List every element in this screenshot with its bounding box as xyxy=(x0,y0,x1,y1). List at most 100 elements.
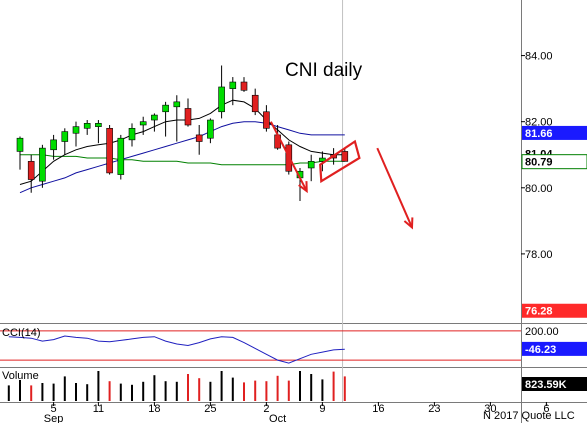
date-tick-label: 23 xyxy=(428,403,440,415)
cci-panel: 200.00 -46.23 xyxy=(0,326,587,364)
month-label: Sep xyxy=(44,413,64,423)
candle-body xyxy=(95,123,102,127)
candle-body xyxy=(263,111,270,129)
sma-long-line xyxy=(20,154,345,166)
price-tick-label: 78.00 xyxy=(525,249,553,261)
price-marker: 80.79 xyxy=(521,154,587,170)
date-axis: 5 11 18 25 2 9 16 23 30 6 Sep Oct xyxy=(44,402,549,423)
price-marker: 81.66 xyxy=(522,125,587,140)
candle-body xyxy=(229,81,237,89)
arrow-head xyxy=(403,217,414,230)
trend-annotations xyxy=(269,121,414,230)
candle xyxy=(218,65,225,119)
sma-short-line xyxy=(19,99,345,185)
price-marker-box xyxy=(522,125,587,140)
candle-body xyxy=(207,119,214,139)
candle-body xyxy=(341,151,349,162)
candle xyxy=(16,136,24,170)
price-marker: 76.28 xyxy=(522,303,587,318)
cci-tick-label: 200.00 xyxy=(525,326,559,338)
price-tick-label: 82.00 xyxy=(525,117,553,129)
date-tick-label: 30 xyxy=(484,403,496,415)
flag-channel xyxy=(319,139,361,184)
candle xyxy=(207,118,214,144)
cci-panel-label: CCI(14) xyxy=(2,327,41,339)
copyright-text: 2017 Quote LLC xyxy=(494,410,575,422)
sma-mid-line xyxy=(19,121,345,194)
candle-body xyxy=(72,126,80,134)
candle-body xyxy=(106,127,113,174)
candle xyxy=(162,101,169,137)
candle xyxy=(27,154,35,193)
price-marker-box xyxy=(522,303,587,318)
date-tick-label: 16 xyxy=(372,403,384,415)
candle-body xyxy=(83,123,91,129)
arrow-head xyxy=(298,181,308,194)
candle xyxy=(39,144,46,188)
candle-body xyxy=(251,94,259,113)
date-tick-label: 2 xyxy=(263,403,269,415)
candle-body xyxy=(184,108,192,126)
candle-body xyxy=(128,127,136,141)
candle xyxy=(173,95,181,142)
price-marker-label: 76.28 xyxy=(525,306,553,318)
candle-body xyxy=(61,131,69,142)
candle xyxy=(128,123,136,147)
date-tick-label: 25 xyxy=(204,403,216,415)
volume-panel-label: Volume xyxy=(2,370,39,382)
candle xyxy=(50,134,57,160)
candle xyxy=(117,134,125,180)
candle xyxy=(229,77,237,106)
candle xyxy=(240,77,248,92)
date-tick-label: 6 xyxy=(543,403,549,415)
candle-body xyxy=(307,161,315,169)
trend-arrow xyxy=(269,121,308,194)
candle-body xyxy=(195,134,203,142)
price-tick-label: 84.00 xyxy=(525,51,553,63)
trend-arrow xyxy=(376,147,414,230)
date-tick-label: 9 xyxy=(319,403,325,415)
date-tick-label: 11 xyxy=(93,403,104,415)
candle-body xyxy=(27,161,35,180)
candle xyxy=(184,98,192,127)
price-marker-label: 80.79 xyxy=(525,157,553,169)
candle xyxy=(61,128,69,155)
candle xyxy=(151,113,158,132)
chart-title: CNI daily xyxy=(285,60,363,81)
price-marker-label: 81.66 xyxy=(525,128,553,140)
footer-partial-char: N xyxy=(483,410,491,422)
price-marker-box xyxy=(521,154,587,170)
date-tick-label: 18 xyxy=(148,403,160,415)
candle-body xyxy=(218,86,225,113)
candle-body xyxy=(173,101,181,108)
candle-body xyxy=(151,114,158,121)
price-tick-label: 80.00 xyxy=(525,183,553,195)
candle xyxy=(263,105,270,132)
candle-body xyxy=(16,137,24,152)
candle xyxy=(83,120,91,135)
candle xyxy=(139,116,147,135)
candle-body xyxy=(319,157,326,162)
arrow-shaft xyxy=(376,147,413,228)
volume-current-box xyxy=(522,377,587,391)
candle xyxy=(106,124,113,175)
candle-body xyxy=(117,137,125,175)
cci-current-label: -46.23 xyxy=(525,344,556,356)
candle xyxy=(341,148,349,162)
cci-line xyxy=(8,335,345,364)
moving-averages xyxy=(19,99,345,194)
candle xyxy=(319,151,326,172)
cci-current-box xyxy=(522,341,587,356)
candle-body xyxy=(162,104,169,113)
candle xyxy=(307,154,315,182)
candle xyxy=(251,88,259,116)
date-tick-label: 5 xyxy=(51,403,57,415)
candle xyxy=(95,120,102,144)
candle xyxy=(195,124,203,155)
month-label: Oct xyxy=(269,413,286,423)
candle-body xyxy=(50,139,57,151)
candle-body xyxy=(139,121,147,126)
candle-body xyxy=(39,147,46,182)
